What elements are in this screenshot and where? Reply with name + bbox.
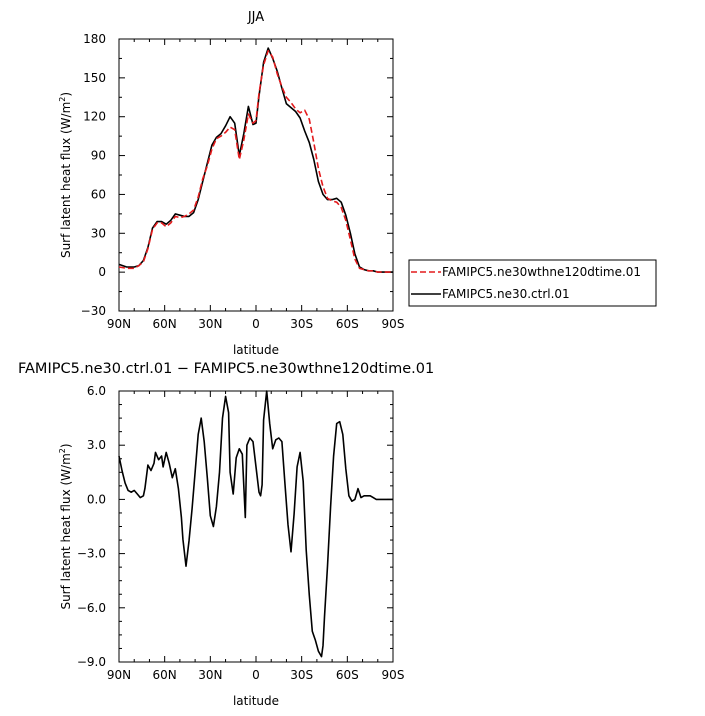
x-tick-label: 60N [153,317,177,331]
y-tick-label: 3.0 [87,438,106,452]
x-tick-label: 90N [107,668,131,682]
y-tick-label: 90 [91,149,106,163]
y-axis-label-sup: 2 [58,97,67,102]
y-tick-label: −6.0 [77,601,106,615]
x-tick-label: 90N [107,317,131,331]
y-tick-label: −30 [81,304,106,318]
y-tick-label: 150 [83,71,106,85]
x-tick-label: 60S [336,317,359,331]
y-tick-label: 60 [91,187,106,201]
plot-frame [118,38,394,312]
plot-frame [118,390,394,663]
y-axis-label-text: Surf latent heat flux (W/m [59,453,73,609]
x-tick-label: 30N [198,668,222,682]
x-tick-label: 30S [290,317,313,331]
x-tick-label: 60N [153,668,177,682]
legend-box [408,259,657,307]
x-tick-label: 60S [336,668,359,682]
x-tick-label: 90S [382,317,405,331]
chart-panel-2: FAMIPC5.ne30.ctrl.01 − FAMIPC5.ne30wthne… [18,361,434,708]
legend-label-1: FAMIPC5.ne30wthne120dtime.01 [442,265,641,279]
y-tick-label: −3.0 [77,547,106,561]
y-tick-label: −9.0 [77,655,106,669]
series-line-1 [118,390,393,658]
chart-title: JJA [247,10,264,25]
y-axis-label-close: ) [59,443,73,448]
x-tick-label: 0 [252,668,260,682]
x-tick-label: 30S [290,668,313,682]
chart-panel-1: JJA 90N 60N 30N 0 30S 60S 90S −30 0 30 60 90 120 150 18… [58,10,657,357]
y-tick-label: 0.0 [87,492,106,506]
x-tick-label: 0 [252,317,260,331]
y-tick-label: 180 [83,32,106,46]
chart-title: FAMIPC5.ne30.ctrl.01 − FAMIPC5.ne30wthne… [18,361,434,377]
y-axis-label-sup: 2 [58,448,67,453]
y-tick-label: 30 [91,226,106,240]
y-tick-label: 120 [83,110,106,124]
y-tick-label: 6.0 [87,384,106,398]
series-line-1 [118,49,393,273]
legend: FAMIPC5.ne30wthne120dtime.01 FAMIPC5.ne30… [408,259,657,307]
y-axis-label: Surf latent heat flux (W/m2) [58,92,73,258]
y-axis-label: Surf latent heat flux (W/m2) [58,443,73,609]
x-tick-label: 90S [382,668,405,682]
x-axis-label: latitude [233,343,279,357]
x-axis-label: latitude [233,694,279,708]
y-axis-label-text: Surf latent heat flux (W/m [59,102,73,258]
y-tick-label: 0 [98,265,106,279]
series-line-2 [118,47,393,273]
legend-label-2: FAMIPC5.ne30.ctrl.01 [442,287,570,301]
y-axis-label-close: ) [59,92,73,97]
x-tick-label: 30N [198,317,222,331]
